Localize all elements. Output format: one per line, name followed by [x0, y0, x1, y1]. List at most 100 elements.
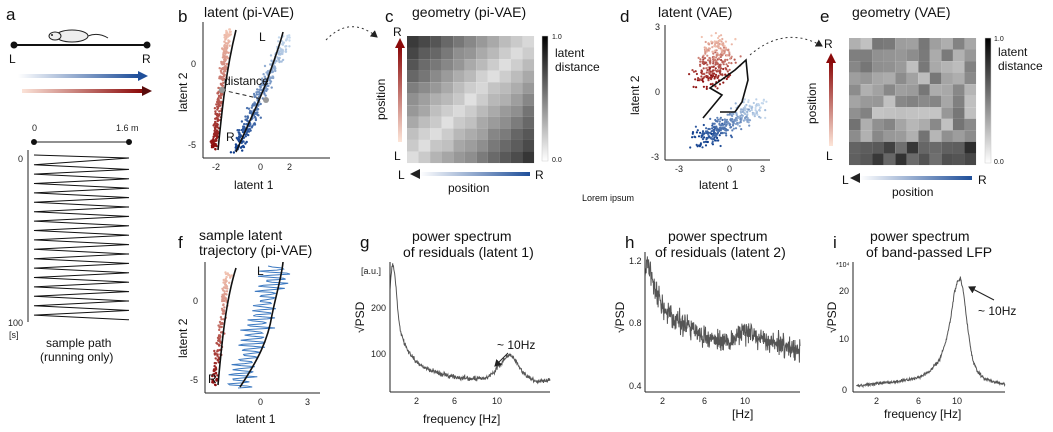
- panel-title-line2: trajectory (pi-VAE): [199, 242, 312, 258]
- scatter-point: [288, 45, 291, 48]
- scatter-point: [714, 67, 717, 70]
- heatmap-cell: [860, 130, 873, 142]
- x-tick-1: 6: [702, 396, 707, 406]
- panel-title-line1: power spectrum: [668, 228, 768, 244]
- scatter-point: [222, 286, 226, 289]
- heatmap-cell: [441, 70, 454, 83]
- scatter-point: [699, 131, 702, 134]
- scatter-point: [286, 36, 289, 39]
- scatter-point: [222, 281, 225, 284]
- y-axis-label: √PSD: [825, 301, 839, 333]
- scatter-point: [221, 299, 224, 303]
- scatter-point: [219, 331, 223, 334]
- scatter-point: [215, 144, 218, 148]
- heatmap-cell: [453, 151, 465, 164]
- scatter-point: [695, 86, 698, 89]
- heatmap-cell: [407, 151, 419, 164]
- dotted-arrow: [749, 36, 823, 56]
- heatmap-cell: [918, 49, 930, 62]
- scatter-point: [721, 118, 724, 122]
- scatter-point: [227, 57, 230, 60]
- scatter-point: [225, 275, 228, 279]
- scatter-point: [274, 59, 277, 62]
- heatmap-cell: [522, 70, 535, 83]
- scatter-point: [714, 61, 717, 64]
- scatter-point: [729, 107, 733, 110]
- scatter-point: [718, 83, 722, 86]
- heatmap-cell: [487, 116, 500, 129]
- scatter-point: [738, 121, 741, 124]
- heatmap-cell: [407, 70, 419, 83]
- heatmap-cell: [872, 130, 884, 142]
- heatmap-cell: [499, 128, 511, 140]
- heatmap-cell: [510, 36, 523, 48]
- geometry-heatmap-vae: [849, 38, 977, 166]
- heatmap-cell: [476, 70, 488, 83]
- heatmap-cell: [895, 153, 907, 166]
- heatmap-cell: [883, 141, 896, 154]
- scatter-point: [731, 129, 734, 132]
- panel-label: d: [620, 7, 629, 26]
- distance-line: [221, 89, 267, 101]
- heatmap-cell: [964, 61, 977, 73]
- direction-bar-red: [22, 89, 142, 93]
- scatter-point: [743, 98, 747, 101]
- scatter-point: [720, 58, 723, 62]
- psd-trace: [644, 256, 801, 363]
- position-arrow-x: [850, 173, 860, 183]
- scatter-point: [216, 123, 219, 126]
- scatter-point: [697, 77, 700, 80]
- scatter-point: [220, 83, 223, 87]
- heatmap-cell: [860, 38, 873, 50]
- scatter-point: [711, 124, 714, 127]
- scatter-point: [755, 112, 758, 115]
- scatter-point: [715, 56, 718, 59]
- scatter-point: [257, 114, 260, 117]
- panel-d: d latent (VAE) 3 0 -3 -3 0 3 latent 1 la…: [620, 4, 823, 192]
- scatter-point: [254, 95, 257, 99]
- scatter-point: [224, 56, 227, 59]
- scatter-point: [214, 357, 217, 360]
- heatmap-cell: [487, 93, 500, 106]
- heatmap-cell: [941, 107, 953, 119]
- y-tick-1: 0: [655, 87, 660, 97]
- scatter-point: [707, 77, 710, 80]
- scatter-point: [704, 62, 707, 65]
- heatmap-cell: [499, 105, 511, 117]
- scatter-point: [221, 287, 224, 290]
- heatmap-cell: [430, 151, 442, 164]
- scatter-point: [704, 140, 707, 143]
- scatter-point: [715, 53, 718, 57]
- heatmap-cell: [895, 95, 907, 108]
- track-end-right: [143, 41, 151, 49]
- scatter-point: [707, 131, 710, 134]
- scatter-point: [709, 117, 712, 120]
- scatter-point: [214, 372, 218, 375]
- scatter-point: [270, 76, 274, 80]
- scatter-point: [215, 341, 218, 345]
- x-left-label: L: [398, 168, 405, 182]
- heatmap-cell: [522, 128, 535, 140]
- scatter-point: [706, 69, 709, 72]
- scatter-point: [721, 37, 724, 41]
- heatmap-cell: [418, 116, 431, 129]
- scatter-point: [725, 77, 728, 81]
- scatter-point: [220, 318, 223, 321]
- annot-L: L: [257, 264, 264, 278]
- scatter-point: [217, 324, 220, 327]
- heatmap-cell: [952, 49, 965, 62]
- scatter-point: [258, 88, 261, 92]
- scatter-point: [705, 131, 708, 134]
- scatter-point: [696, 145, 699, 148]
- direction-bar-blue: [18, 74, 138, 78]
- scatter-point: [247, 107, 251, 110]
- scatter-point: [266, 70, 270, 73]
- heatmap-cell: [918, 38, 930, 50]
- scatter-point: [226, 35, 229, 38]
- heatmap-cell: [906, 49, 919, 62]
- scatter-point: [216, 119, 219, 123]
- scatter-point: [218, 75, 221, 79]
- scatter-point: [281, 58, 285, 62]
- scatter-point: [711, 134, 714, 138]
- scatter-point: [692, 70, 696, 73]
